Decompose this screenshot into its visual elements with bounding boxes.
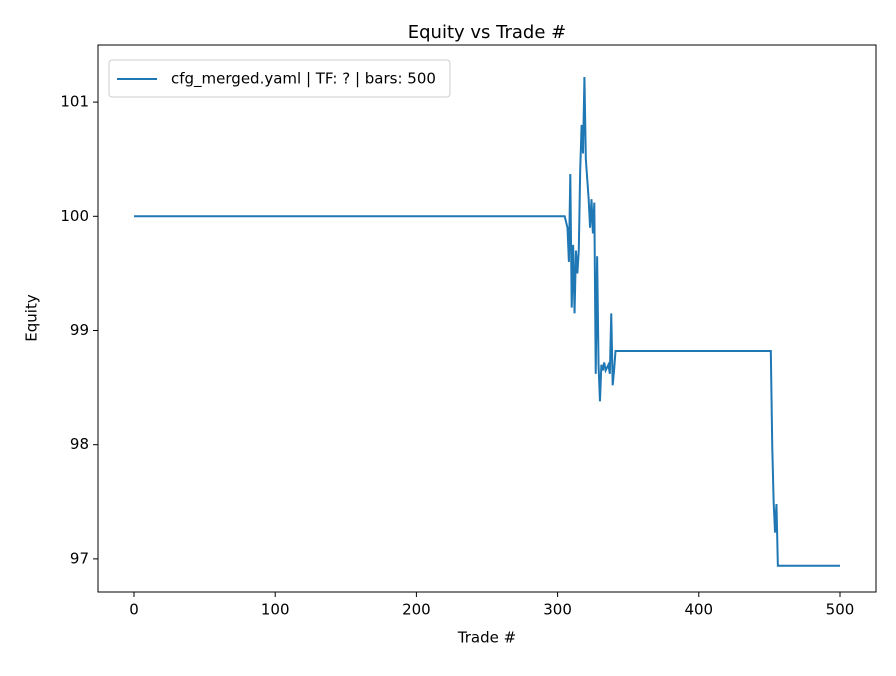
legend-box bbox=[108, 59, 451, 98]
x-tick-label: 500 bbox=[826, 601, 855, 619]
y-tick-label: 98 bbox=[70, 435, 89, 453]
y-tick-label: 97 bbox=[70, 549, 89, 567]
y-tick-label: 100 bbox=[60, 207, 89, 225]
y-tick-label: 99 bbox=[70, 321, 89, 339]
x-tick-label: 300 bbox=[543, 601, 572, 619]
x-tick-label: 200 bbox=[402, 601, 431, 619]
y-tick-label: 101 bbox=[60, 93, 89, 111]
line-series bbox=[134, 76, 840, 567]
x-tick-label: 0 bbox=[129, 601, 139, 619]
x-tick-label: 400 bbox=[684, 601, 713, 619]
x-tick-label: 100 bbox=[261, 601, 290, 619]
chart-title: Equity vs Trade # bbox=[408, 22, 566, 43]
legend-label: cfg_merged.yaml | TF: ? | bars: 500 bbox=[171, 70, 436, 89]
y-axis-label: Equity bbox=[23, 294, 41, 342]
plot-frame bbox=[97, 44, 877, 593]
x-axis-label: Trade # bbox=[457, 629, 516, 647]
